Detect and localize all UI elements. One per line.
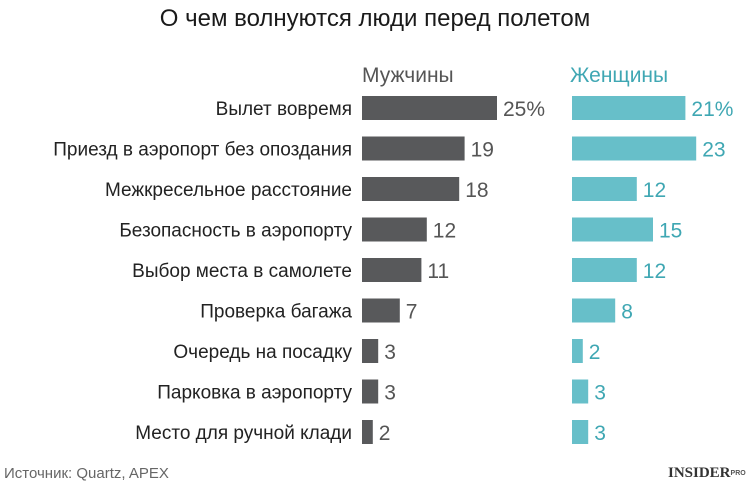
women-bar xyxy=(572,258,637,282)
men-value-label: 2 xyxy=(379,422,391,445)
women-value-label: 2 xyxy=(589,341,601,364)
women-bar xyxy=(572,339,583,363)
men-column-header: Мужчины xyxy=(362,64,454,87)
women-value-label: 23 xyxy=(702,139,725,162)
men-bar xyxy=(362,339,379,363)
men-bar xyxy=(362,298,400,323)
category-label: Место для ручной клади xyxy=(135,423,352,444)
men-value-label: 3 xyxy=(384,341,396,364)
men-bar xyxy=(362,136,465,161)
category-label: Приезд в аэропорт без опоздания xyxy=(53,140,352,161)
women-bar xyxy=(572,420,589,444)
category-label: Парковка в аэропорту xyxy=(157,383,352,404)
women-value-label: 3 xyxy=(594,422,606,445)
men-bar xyxy=(362,258,422,282)
category-label: Выбор места в самолете xyxy=(132,261,352,282)
men-value-label: 12 xyxy=(433,220,456,243)
men-bar xyxy=(362,217,427,242)
women-value-label: 3 xyxy=(594,382,606,405)
men-bar xyxy=(362,379,379,404)
women-bar xyxy=(572,136,697,161)
women-bar xyxy=(572,379,589,404)
men-bar xyxy=(362,177,460,201)
category-label: Проверка багажа xyxy=(200,302,352,323)
men-value-label: 25% xyxy=(503,98,545,121)
men-value-label: 7 xyxy=(406,301,418,324)
women-value-label: 21% xyxy=(691,98,733,121)
chart-rows: Вылет вовремя 25% 21% Приезд в аэропорт без… xyxy=(53,96,733,445)
men-value-label: 18 xyxy=(465,179,488,202)
men-bar xyxy=(362,420,373,444)
women-value-label: 12 xyxy=(643,179,666,202)
men-value-label: 11 xyxy=(427,260,449,283)
men-value-label: 3 xyxy=(384,382,396,405)
women-value-label: 15 xyxy=(659,220,682,243)
men-value-label: 19 xyxy=(471,139,494,162)
women-value-label: 12 xyxy=(643,260,666,283)
category-label: Вылет вовремя xyxy=(216,99,352,120)
women-bar xyxy=(572,177,637,201)
women-bar xyxy=(572,217,653,242)
women-bar xyxy=(572,96,686,120)
women-column-header: Женщины xyxy=(570,64,668,87)
women-value-label: 8 xyxy=(621,301,633,324)
category-label: Очередь на посадку xyxy=(173,342,352,363)
men-bar xyxy=(362,96,497,120)
source-note: Источник: Quartz, APEX xyxy=(4,465,169,482)
brand-logo-suffix: PRO xyxy=(731,470,747,477)
brand-logo: INSIDERPRO xyxy=(668,465,746,481)
category-label: Безопасность в аэропорту xyxy=(119,221,352,242)
brand-logo-text: INSIDER xyxy=(668,465,731,481)
chart-title: О чем волнуются люди перед полетом xyxy=(160,5,590,32)
women-bar xyxy=(572,298,616,323)
category-label: Межкресельное расстояние xyxy=(105,180,352,201)
